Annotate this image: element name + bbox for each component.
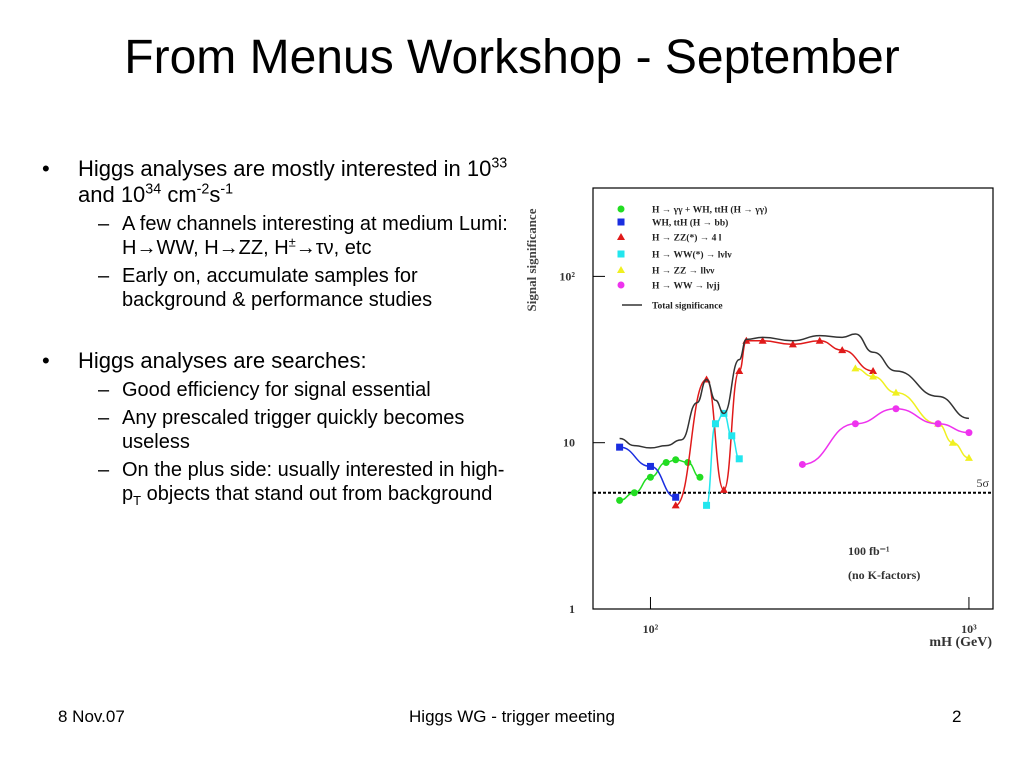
- marker: [869, 366, 878, 374]
- legend-label: Total significance: [652, 302, 723, 312]
- legend-swatch: [617, 250, 625, 258]
- series-line: [619, 446, 676, 498]
- footer-page: 2: [952, 707, 962, 726]
- legend-label: H → ZZ → llνν: [652, 267, 715, 277]
- marker: [758, 336, 767, 344]
- marker: [728, 432, 736, 440]
- sub-bullet-text: Early on, accumulate samples for backgro…: [122, 264, 510, 312]
- marker: [892, 405, 900, 413]
- series-line: [619, 333, 970, 449]
- marker: [672, 493, 680, 501]
- marker: [646, 462, 654, 470]
- marker: [798, 460, 806, 468]
- marker: [815, 336, 824, 344]
- marker: [616, 496, 624, 504]
- sub-bullet: A few channels interesting at medium Lum…: [40, 212, 510, 260]
- marker: [703, 501, 711, 509]
- marker: [671, 501, 680, 509]
- slide-title: From Menus Workshop - September: [124, 31, 900, 84]
- marker: [948, 438, 957, 446]
- marker: [735, 366, 744, 374]
- text-run: A few channels interesting at medium Lum…: [122, 213, 508, 259]
- text-run: Higgs analyses are searches:: [78, 348, 367, 373]
- legend-swatch: [617, 233, 625, 240]
- sub-bullet: Any prescaled trigger quickly becomes us…: [40, 406, 510, 454]
- marker: [646, 473, 654, 481]
- annotation: 100 fb⁻¹: [848, 544, 890, 558]
- marker: [851, 364, 860, 372]
- marker: [711, 420, 719, 428]
- bullet-list: Higgs analyses are mostly interested in …: [40, 156, 510, 508]
- bullet: Higgs analyses are searches:: [40, 348, 510, 374]
- plot-frame: [592, 187, 994, 610]
- bullet: Higgs analyses are mostly interested in …: [40, 156, 510, 208]
- text-run: ±: [288, 234, 296, 250]
- text-run: Any prescaled trigger quickly becomes us…: [122, 407, 465, 453]
- sub-bullet: Good efficiency for signal essential: [40, 378, 510, 402]
- legend-label: H → WW → lνjj: [652, 282, 720, 292]
- marker: [672, 456, 680, 464]
- legend-swatch: [617, 205, 625, 213]
- text-run: Higgs analyses are mostly interested in …: [78, 156, 492, 181]
- legend-swatch: [617, 281, 625, 289]
- text-run: Good efficiency for signal essential: [122, 379, 431, 401]
- text-run: -2: [196, 181, 210, 198]
- sub-bullet-text: Any prescaled trigger quickly becomes us…: [122, 406, 510, 454]
- text-run: On the plus side: usually interested in …: [122, 459, 505, 505]
- sub-bullet-text: On the plus side: usually interested in …: [122, 458, 510, 508]
- y-tick-label: 10: [563, 436, 575, 450]
- y-axis-label: Signal significance: [524, 208, 539, 311]
- marker: [735, 455, 743, 463]
- x-tick-label: 10²: [643, 622, 659, 636]
- x-axis-label: mH (GeV): [929, 635, 992, 650]
- marker: [838, 346, 847, 354]
- legend-label: WH, ttH (H → bb): [652, 218, 728, 229]
- text-run: objects that stand out from background: [141, 483, 493, 505]
- marker: [719, 485, 728, 493]
- legend-label: H → WW(*) → lνlν: [652, 250, 732, 261]
- text-run: 33: [491, 155, 508, 172]
- marker: [934, 420, 942, 428]
- marker: [630, 489, 638, 497]
- legend-label: H → ZZ(*) → 4 l: [652, 233, 722, 244]
- marker: [616, 443, 624, 451]
- text-run: -1: [220, 181, 234, 198]
- sub-bullet-text: A few channels interesting at medium Lum…: [122, 212, 510, 260]
- sub-bullet: On the plus side: usually interested in …: [40, 458, 510, 508]
- marker: [696, 473, 704, 481]
- marker: [891, 388, 900, 396]
- marker: [662, 459, 670, 467]
- text-run: →τν, etc: [295, 237, 372, 259]
- marker: [965, 429, 973, 437]
- sub-bullet-text: Good efficiency for signal essential: [122, 378, 510, 402]
- marker: [851, 420, 859, 428]
- marker: [869, 372, 878, 380]
- text-run: cm: [161, 182, 197, 207]
- y-tick-label: 1: [569, 602, 575, 616]
- marker: [964, 453, 973, 461]
- y-tick-label: 10²: [559, 269, 575, 283]
- text-run: s: [209, 182, 221, 207]
- sub-bullet: Early on, accumulate samples for backgro…: [40, 264, 510, 312]
- x-tick-label: 10³: [961, 622, 977, 636]
- text-run: T: [133, 493, 142, 508]
- footer-center: Higgs WG - trigger meeting: [409, 707, 615, 726]
- text-run: 34: [145, 181, 162, 198]
- text-run: Early on, accumulate samples for backgro…: [122, 265, 433, 311]
- footer-date: 8 Nov.07: [58, 707, 125, 726]
- series-line: [675, 340, 874, 507]
- legend-label: H → γγ + WH, ttH (H → γγ): [652, 205, 767, 216]
- text-run: and 10: [78, 182, 146, 207]
- legend-swatch: [617, 266, 625, 273]
- annotation: (no K-factors): [848, 568, 920, 582]
- legend-swatch: [617, 218, 625, 226]
- series-line: [802, 407, 969, 466]
- marker: [788, 340, 797, 348]
- threshold-label: 5σ: [977, 476, 990, 490]
